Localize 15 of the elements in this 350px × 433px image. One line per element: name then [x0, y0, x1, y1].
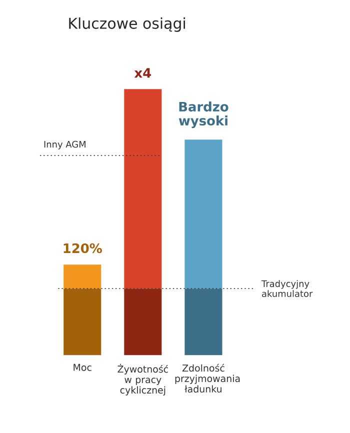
ref-line-label: Inny AGM	[44, 140, 86, 150]
x-tick-label: Zdolność przyjmowania ładunku	[175, 364, 240, 393]
annotation: 120%	[64, 243, 102, 254]
x-tick-label: Żywotność w pracy cyklicznej	[118, 364, 168, 396]
bar	[124, 89, 162, 289]
bar	[184, 140, 222, 289]
ref-line-label: Tradycyjny akumulator	[261, 280, 313, 298]
bar	[124, 288, 162, 356]
bar	[64, 264, 102, 289]
annotation: Bardzo wysoki	[178, 102, 228, 128]
annotation: x4	[134, 68, 151, 78]
bar	[64, 288, 102, 356]
chart-title: Kluczowe osiągi	[69, 17, 185, 32]
bar	[184, 288, 222, 356]
x-tick-label: Moc	[74, 364, 92, 371]
